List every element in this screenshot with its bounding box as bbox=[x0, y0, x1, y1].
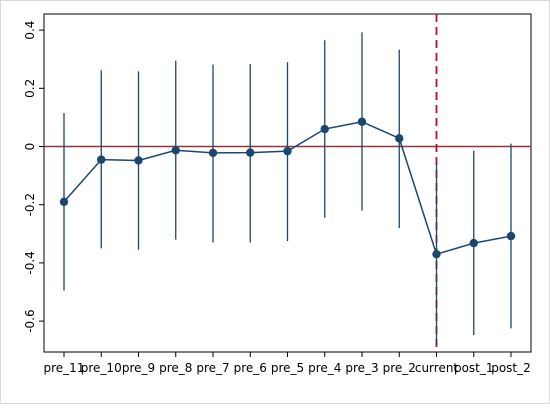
y-tick-label: 0.2 bbox=[23, 79, 37, 98]
y-tick-label: 0 bbox=[23, 143, 37, 151]
data-point bbox=[395, 134, 404, 143]
data-point bbox=[59, 197, 69, 206]
x-tick-label: pre_3 bbox=[345, 361, 378, 375]
x-tick-label: pre_6 bbox=[234, 361, 267, 375]
x-tick-label: post_1 bbox=[454, 361, 494, 375]
y-tick-label: -0.2 bbox=[23, 193, 37, 216]
data-point bbox=[246, 148, 255, 157]
x-tick-label: pre_4 bbox=[308, 361, 341, 375]
data-point bbox=[432, 249, 441, 259]
x-tick-label: pre_10 bbox=[81, 361, 122, 375]
y-tick-label: -0.4 bbox=[23, 251, 37, 274]
data-point bbox=[283, 146, 292, 156]
x-tick-label: pre_8 bbox=[159, 361, 192, 375]
data-point bbox=[171, 146, 180, 155]
data-point bbox=[469, 238, 478, 248]
y-tick-label: -0.6 bbox=[23, 309, 37, 332]
data-point bbox=[320, 124, 329, 134]
x-tick-label: pre_9 bbox=[122, 361, 155, 375]
x-tick-label: pre_2 bbox=[383, 361, 416, 375]
x-tick-label: pre_5 bbox=[271, 361, 304, 375]
x-tick-label: current bbox=[415, 361, 459, 375]
x-tick-label: post_2 bbox=[491, 361, 531, 375]
data-point bbox=[97, 155, 106, 164]
x-tick-label: pre_7 bbox=[196, 361, 229, 375]
x-tick-label: pre_11 bbox=[44, 361, 85, 375]
data-point bbox=[208, 148, 218, 158]
data-point bbox=[134, 156, 143, 165]
data-point bbox=[357, 117, 367, 126]
y-tick-label: 0.4 bbox=[23, 21, 37, 40]
data-point bbox=[506, 231, 516, 241]
